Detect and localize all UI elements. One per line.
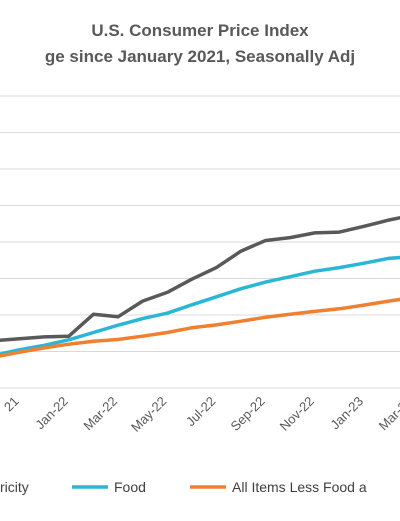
- chart-title: U.S. Consumer Price Index: [91, 21, 309, 40]
- legend: ricity Food All Items Less Food a: [0, 479, 367, 495]
- legend-label-2: All Items Less Food a: [232, 479, 367, 495]
- gridlines: [0, 95, 400, 389]
- x-tick-label: Mar-23: [376, 394, 400, 434]
- x-tick-label: Jan-22: [32, 394, 71, 433]
- x-tick-label: Jul-22: [183, 394, 219, 430]
- legend-label-1: Food: [114, 479, 146, 495]
- legend-label-0: ricity: [0, 479, 29, 495]
- series-line-2: [0, 297, 400, 358]
- x-tick-label: Mar-22: [80, 394, 120, 434]
- x-axis-tick-labels: 21 Jan-22 Mar-22 May-22 Jul-22 Sep-22 Nov-22 Ja…: [1, 394, 400, 435]
- x-tick-label: Nov-22: [277, 394, 317, 434]
- x-tick-label: Sep-22: [227, 394, 267, 434]
- chart-subtitle: ge since January 2021, Seasonally Adj: [45, 47, 355, 66]
- series-lines: [0, 215, 400, 358]
- series-line-0: [0, 215, 400, 342]
- series-line-1: [0, 255, 400, 356]
- x-tick-label: Jan-23: [327, 394, 366, 433]
- x-tick-label: May-22: [128, 394, 169, 435]
- x-tick-label: 21: [1, 394, 22, 415]
